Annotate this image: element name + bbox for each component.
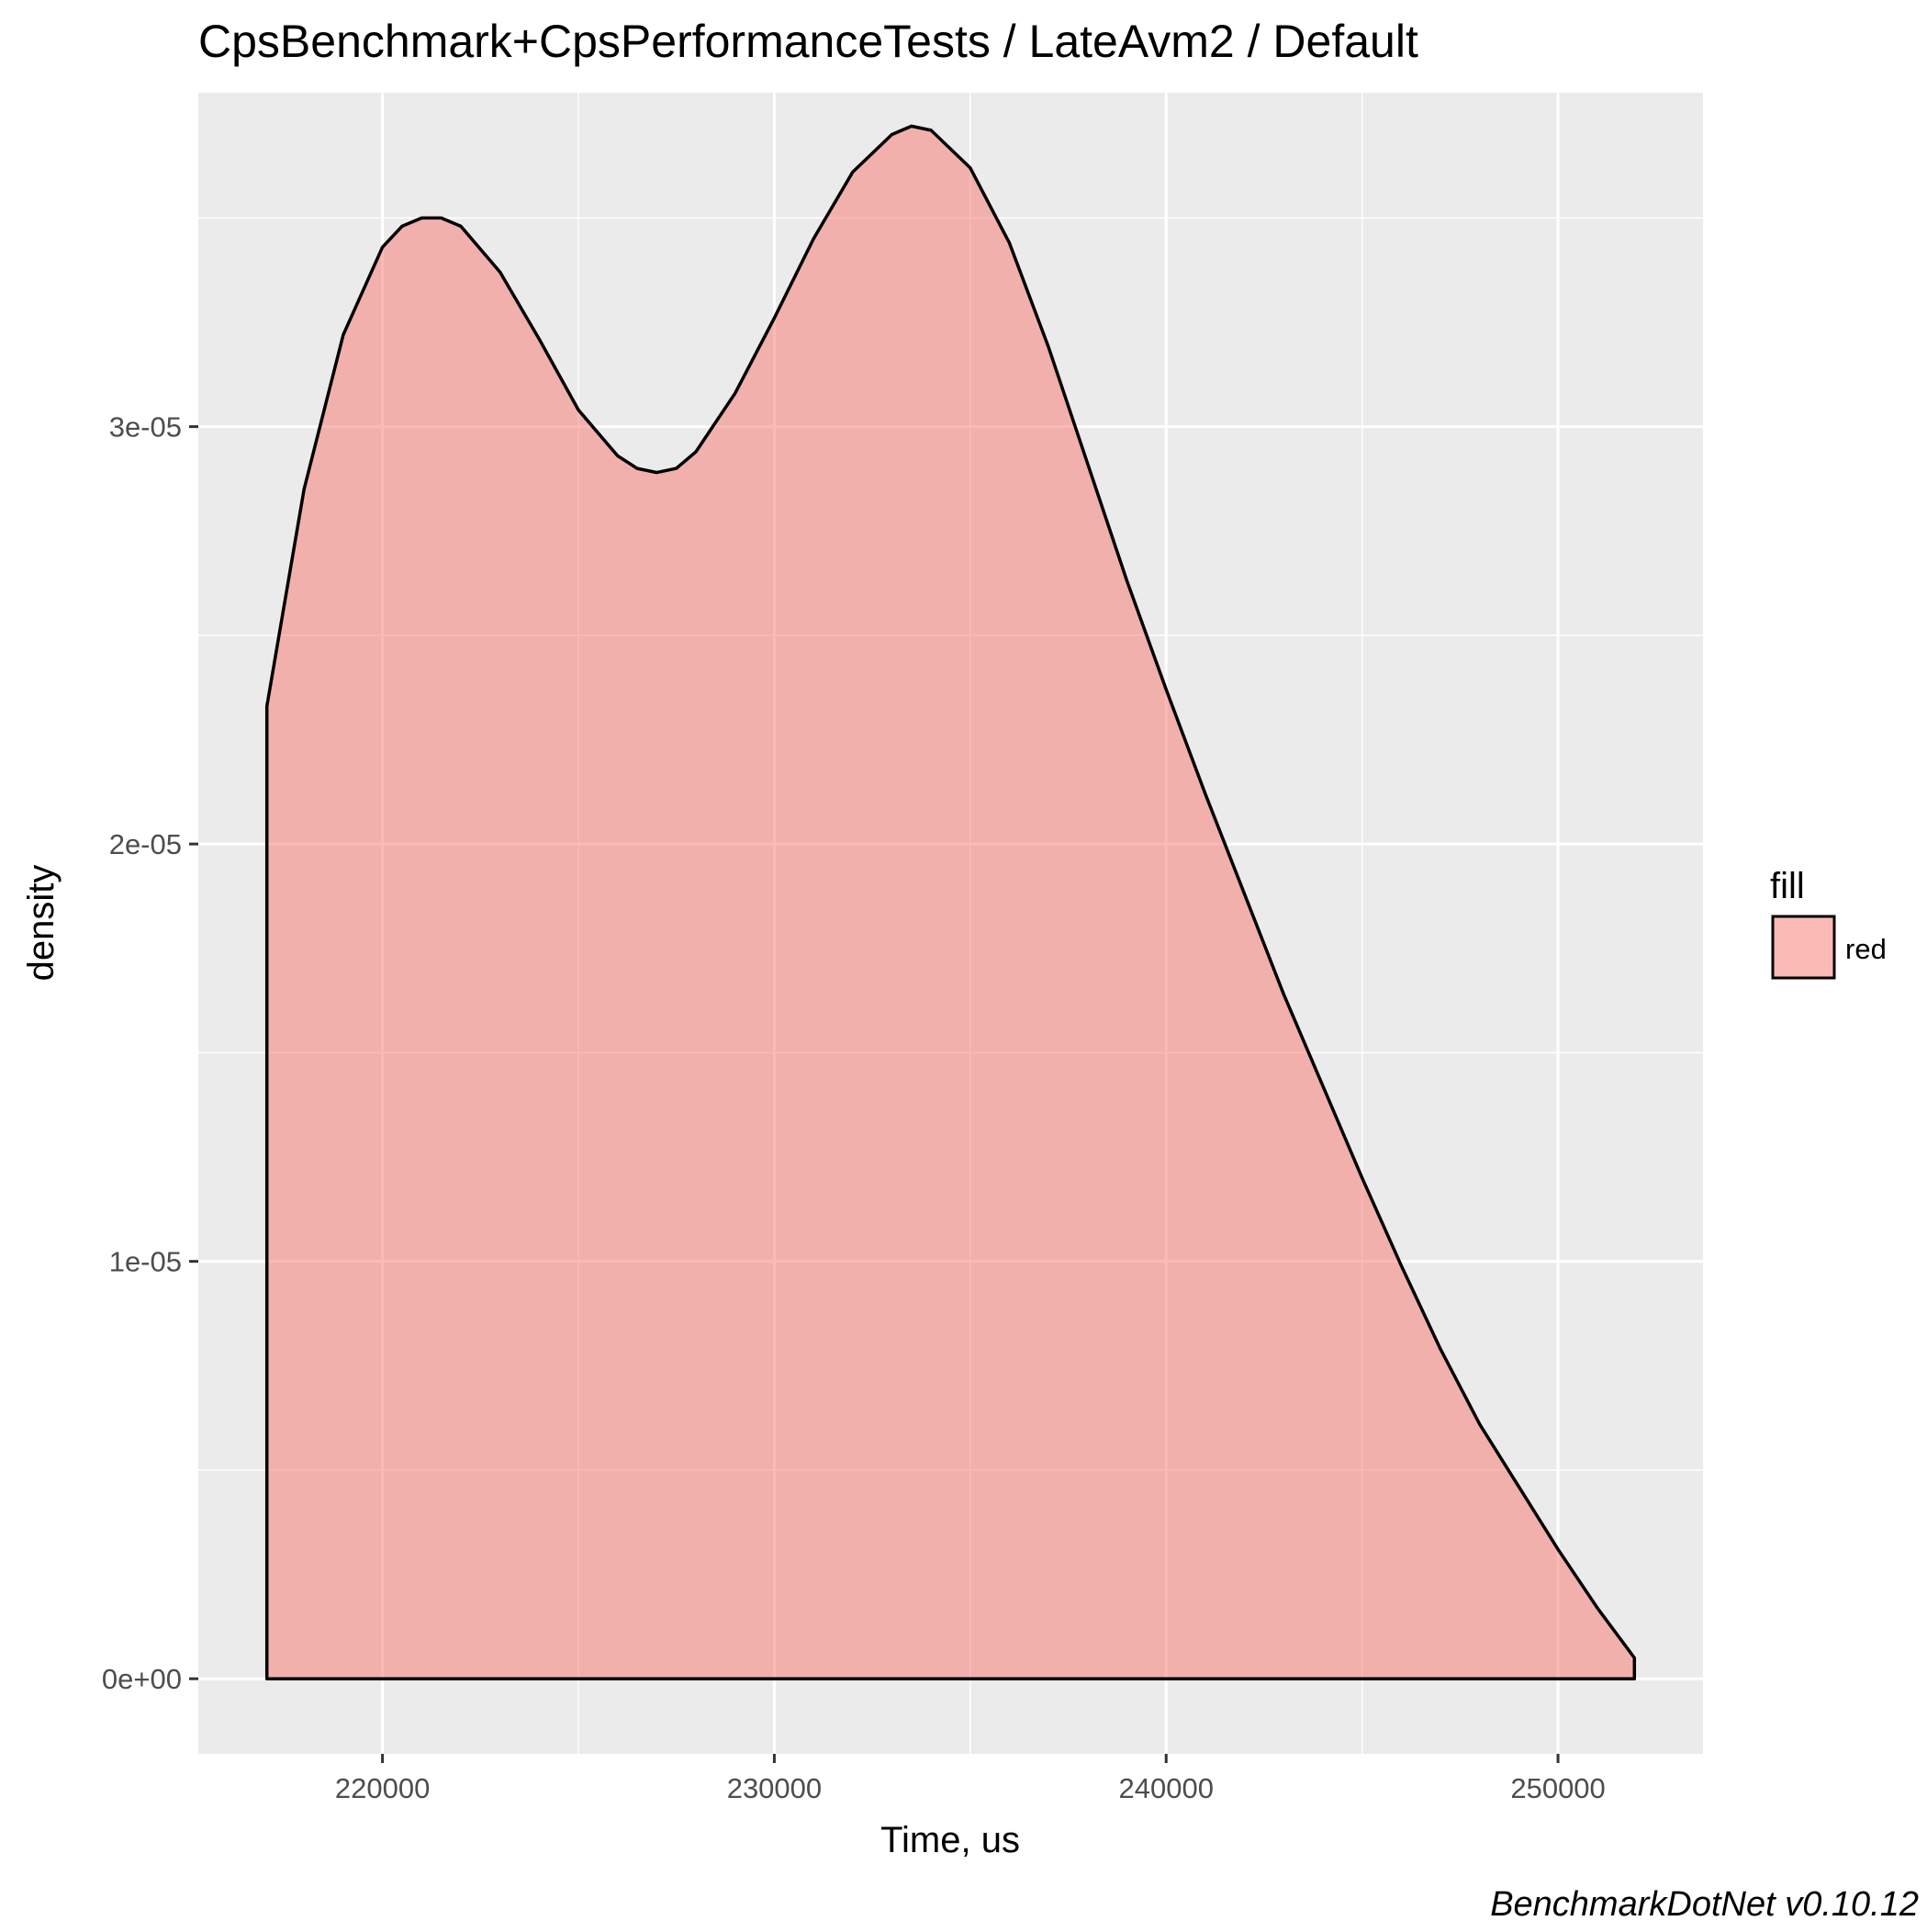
x-tick-label: 250000 (1510, 1772, 1605, 1804)
y-tick-label: 3e-05 (109, 411, 182, 444)
x-tick-label: 240000 (1119, 1772, 1214, 1804)
series-layer (264, 124, 1637, 1680)
chart-title: CpsBenchmark+CpsPerformanceTests / LateA… (198, 16, 1418, 67)
y-tick-label: 1e-05 (109, 1246, 182, 1278)
legend-title: fill (1770, 866, 1805, 906)
caption: BenchmarkDotNet v0.10.12 (1490, 1885, 1919, 1924)
x-tick-label: 220000 (335, 1772, 430, 1804)
density-area-0 (264, 124, 1637, 1680)
y-axis: 0e+00 1e-05 2e-05 3e-05 (102, 411, 198, 1695)
x-axis-title: Time, us (880, 1820, 1020, 1860)
y-tick-label: 0e+00 (102, 1663, 182, 1695)
legend-label-red: red (1845, 933, 1887, 965)
legend: fill red (1770, 866, 1887, 980)
legend-key-red (1771, 915, 1836, 980)
x-tick-label: 230000 (727, 1772, 822, 1804)
x-axis: 220000 230000 240000 250000 (335, 1754, 1606, 1804)
y-tick-label: 2e-05 (109, 828, 182, 860)
y-axis-title: density (21, 865, 62, 982)
